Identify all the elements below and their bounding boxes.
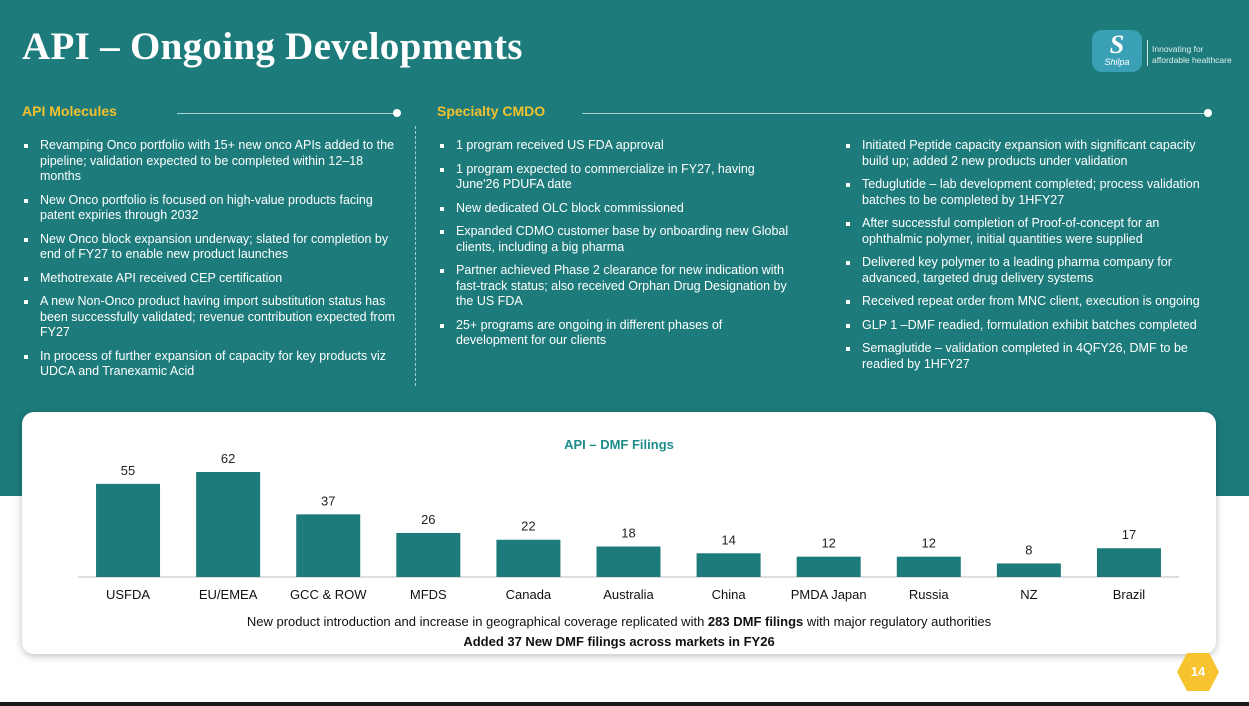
section-rule (582, 113, 1207, 114)
list-item: New Onco portfolio is focused on high-va… (22, 193, 400, 224)
logo-tagline: Innovating for affordable healthcare (1152, 44, 1232, 65)
chart-caption-summary: Added 37 New DMF filings across markets … (463, 634, 775, 649)
chart-title: API – DMF Filings (564, 437, 674, 452)
category-label-8: Russia (909, 587, 950, 602)
data-label-4: 22 (521, 519, 535, 534)
section-heading-api-molecules: API Molecules (22, 103, 402, 123)
list-item: After successful completion of Proof-of-… (844, 216, 1212, 247)
page-title: API – Ongoing Developments (22, 25, 523, 68)
data-label-2: 37 (321, 493, 335, 508)
list-item: Partner achieved Phase 2 clearance for n… (438, 263, 790, 310)
bar-10 (1096, 548, 1161, 577)
category-label-7: PMDA Japan (791, 587, 867, 602)
hexagon-icon (1177, 653, 1219, 691)
category-label-3: MFDS (410, 587, 447, 602)
bar-7 (796, 556, 861, 577)
section-dot (393, 109, 401, 117)
page-number-badge: 14 (1176, 650, 1220, 694)
bar-4 (496, 539, 561, 577)
data-label-3: 26 (421, 512, 435, 527)
category-label-0: USFDA (106, 587, 150, 602)
list-item: 25+ programs are ongoing in different ph… (438, 318, 790, 349)
data-label-10: 17 (1122, 527, 1136, 542)
bar-8 (896, 556, 961, 577)
bar-3 (396, 532, 461, 577)
list-item: New Onco block expansion underway; slate… (22, 232, 400, 263)
section-label: API Molecules (22, 103, 117, 119)
logo-brand-name: Shilpa (1104, 57, 1130, 67)
list-item: Teduglutide – lab development completed;… (844, 177, 1212, 208)
list-item: Semaglutide – validation completed in 4Q… (844, 341, 1212, 372)
section-label: Specialty CMDO (437, 103, 546, 119)
category-label-1: EU/EMEA (199, 587, 258, 602)
category-label-2: GCC & ROW (290, 587, 367, 602)
bar-6 (696, 553, 761, 577)
data-label-5: 18 (621, 526, 635, 541)
bar-0 (96, 483, 161, 577)
list-item: 1 program received US FDA approval (438, 138, 790, 154)
bar-2 (296, 514, 361, 577)
logo-mark-icon: S Shilpa (1092, 30, 1142, 72)
category-label-6: China (712, 587, 747, 602)
list-item: Delivered key polymer to a leading pharm… (844, 255, 1212, 286)
category-label-9: NZ (1020, 587, 1037, 602)
chart-caption: New product introduction and increase in… (22, 614, 1216, 629)
bar-5 (596, 546, 661, 577)
list-item: GLP 1 –DMF readied, formulation exhibit … (844, 318, 1212, 334)
company-logo: S Shilpa Innovating for affordable healt… (1092, 30, 1232, 74)
caption-prefix: New product introduction and increase in… (246, 614, 708, 629)
bar-1 (196, 472, 261, 577)
category-label-4: Canada (506, 587, 552, 602)
specialty-cmdo-list-right: Initiated Peptide capacity expansion wit… (844, 138, 1212, 380)
list-item: Revamping Onco portfolio with 15+ new on… (22, 138, 400, 185)
api-molecules-list: Revamping Onco portfolio with 15+ new on… (22, 138, 400, 388)
category-label-5: Australia (603, 587, 654, 602)
list-item: Initiated Peptide capacity expansion wit… (844, 138, 1212, 169)
dmf-filings-card: API – DMF Filings 55 USFDA 62 EU/EMEA 37 GCC … (22, 412, 1216, 654)
section-dot (1204, 109, 1212, 117)
list-item: 1 program expected to commercialize in F… (438, 162, 790, 193)
list-item: A new Non-Onco product having import sub… (22, 294, 400, 341)
bar-9 (996, 563, 1061, 577)
specialty-cmdo-list-left: 1 program received US FDA approval 1 pro… (438, 138, 790, 357)
list-item: Received repeat order from MNC client, e… (844, 294, 1212, 310)
logo-divider (1147, 40, 1148, 66)
data-label-9: 8 (1025, 542, 1032, 557)
caption-suffix: with major regulatory authorities (803, 614, 992, 629)
data-label-1: 62 (221, 451, 235, 466)
list-item: Expanded CDMO customer base by onboardin… (438, 224, 790, 255)
column-separator (415, 126, 416, 386)
category-label-10: Brazil (1113, 587, 1146, 602)
logo-letter: S (1109, 30, 1125, 59)
list-item: New dedicated OLC block commissioned (438, 201, 790, 217)
data-label-7: 12 (821, 536, 835, 551)
data-label-0: 55 (121, 463, 135, 478)
dmf-filings-chart: 55 USFDA 62 EU/EMEA 37 GCC & ROW 26 MFDS 22 Canad… (78, 451, 1179, 602)
page-number: 14 (1190, 664, 1206, 679)
list-item: In process of further expansion of capac… (22, 349, 400, 380)
data-label-6: 14 (721, 532, 735, 547)
caption-highlight: 283 DMF filings (707, 614, 804, 629)
section-rule (177, 113, 394, 114)
list-item: Methotrexate API received CEP certificat… (22, 271, 400, 287)
data-label-8: 12 (922, 536, 936, 551)
footer-rule (0, 702, 1249, 706)
section-heading-specialty-cmdo: Specialty CMDO (437, 103, 1217, 123)
